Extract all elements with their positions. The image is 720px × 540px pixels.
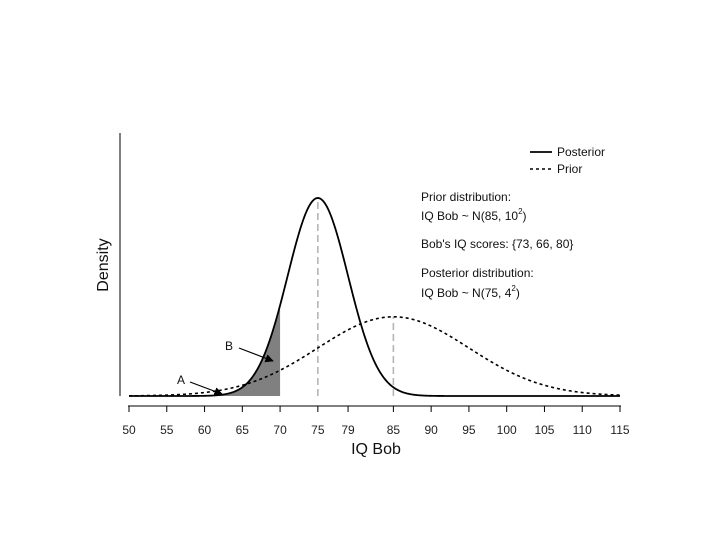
x-tick-label-75: 75 — [311, 423, 325, 437]
arrow-b-label: B — [225, 339, 233, 353]
x-tick-label-70: 70 — [273, 423, 287, 437]
arrow-a-label: A — [177, 373, 185, 387]
x-tick-label-115: 115 — [610, 423, 629, 437]
mean-markers — [317, 198, 395, 396]
x-tick-label-95: 95 — [462, 423, 476, 437]
prior-formula: IQ Bob ~ N(85, 102) — [421, 207, 527, 223]
arrow-a-line — [189, 381, 223, 396]
posterior-formula: IQ Bob ~ N(75, 42) — [421, 284, 520, 300]
prior-curve — [128, 316, 621, 397]
x-tick-label-60: 60 — [198, 423, 212, 437]
arrow-a: A — [177, 373, 223, 396]
x-tick-label-110: 110 — [573, 423, 592, 437]
x-tick-label-90: 90 — [424, 423, 438, 437]
y-axis-title: Density — [95, 238, 112, 291]
x-axis-ticks: 50 55 60 65 70 75 79 85 90 95 100 105 110 115 — [122, 406, 630, 437]
x-tick-label-79: 79 — [341, 423, 355, 437]
x-tick-label-55: 55 — [160, 423, 174, 437]
iq-scores: Bob's IQ scores: {73, 66, 80} — [421, 237, 573, 251]
x-tick-label-65: 65 — [236, 423, 250, 437]
arrow-b: B — [225, 339, 274, 363]
posterior-heading: Posterior distribution: — [421, 266, 534, 280]
posterior-curve — [129, 197, 620, 397]
legend-posterior-label: Posterior — [557, 145, 605, 159]
x-tick-label-100: 100 — [497, 423, 517, 437]
legend: Posterior Prior — [530, 145, 605, 176]
x-tick-label-85: 85 — [387, 423, 401, 437]
shaded-region — [129, 305, 281, 396]
x-tick-label-50: 50 — [122, 423, 136, 437]
legend-prior-label: Prior — [557, 162, 582, 176]
x-axis-title: IQ Bob — [351, 441, 401, 458]
x-tick-label-105: 105 — [534, 423, 554, 437]
arrow-b-line — [238, 347, 274, 363]
prior-heading: Prior distribution: — [421, 190, 511, 204]
annotation-block: Prior distribution: IQ Bob ~ N(85, 102) … — [421, 190, 573, 300]
